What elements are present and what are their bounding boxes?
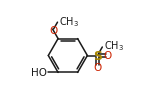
Text: CH$_3$: CH$_3$ <box>59 15 79 28</box>
Text: CH$_3$: CH$_3$ <box>104 39 124 53</box>
Text: S: S <box>93 50 102 62</box>
Text: O: O <box>49 26 57 36</box>
Text: HO: HO <box>31 68 47 78</box>
Text: O: O <box>103 51 112 61</box>
Text: O: O <box>93 62 102 72</box>
